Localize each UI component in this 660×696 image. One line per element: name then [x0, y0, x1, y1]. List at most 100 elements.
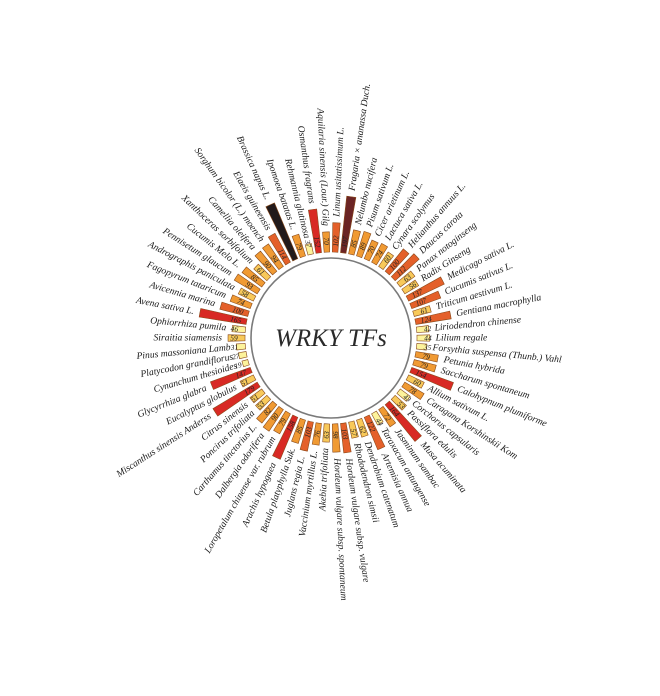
value-label-citrus-sinensis: 51 [249, 392, 260, 404]
value-label-allium-sativum-l: 60 [412, 377, 423, 389]
bar-corchorus-capsularis [396, 388, 411, 402]
bar-radix-ginseng [401, 279, 420, 295]
value-label-akebia-trifoliata: 63 [322, 431, 331, 439]
species-label-siraitia-siamensis: Siraitia siamensis [154, 333, 223, 344]
value-label-artemisia-annua: 122 [365, 419, 378, 433]
bar-forsythia-suspensa-thunb-vahl [415, 343, 428, 351]
value-label-triticum-aestivum-l: 61 [419, 305, 429, 316]
value-label-glycyrrhiza-glabra: 147 [234, 368, 248, 381]
value-label-lactuca-sativa-l: 74 [374, 248, 386, 259]
bar-panax-notoginseng [396, 270, 416, 288]
value-label-ophiorrhiza-pumila: 46 [230, 324, 239, 334]
bar-camellia-oleifera [254, 250, 278, 276]
value-label-saccharum-spontaneum: 79 [419, 360, 429, 371]
bar-juglans-regia-l [299, 420, 314, 452]
bar-platycodon-grandiflorus [238, 351, 248, 360]
species-label-linum-usitatissimum-l: Linum usitatissimum L. [331, 127, 346, 218]
value-label-rehmannia-glutinosa: 37 [303, 238, 314, 249]
value-label-hordeum-vulgare-subsp-spontaneum: 98 [331, 431, 340, 439]
bar-avicennia-marina [219, 301, 250, 317]
bar-petunia-hybrida [414, 351, 439, 363]
bar-caragana-korshinskii-kom [401, 381, 425, 400]
value-label-panax-notoginseng: 63 [402, 272, 414, 284]
bar-triticum-aestivum-l [412, 305, 432, 317]
bar-osmanthus-fragrans [308, 208, 322, 254]
bar-brassica-napus-l [265, 202, 299, 262]
bar-siraitia-siamensis [227, 334, 246, 342]
value-label-cicer-arietinum-l: 70 [366, 244, 377, 255]
bar-citrus-sinensis [249, 388, 266, 404]
value-label-cucumis-melo-l: 85 [249, 272, 261, 284]
value-label-lilium-regale: 44 [424, 334, 432, 343]
value-label-andrographis-paniculata: 58 [239, 288, 250, 300]
bar-pinus-massoniana-lamb [235, 343, 247, 351]
bar-poncirus-trifoliata [255, 394, 272, 411]
value-label-xanthoceras-sorbifolium: 61 [255, 265, 267, 277]
bar-hordeum-vulgare-subsp-vulgare [340, 422, 352, 454]
bar-vaccinium-myrtillus-l [311, 422, 322, 446]
value-label-pinus-massoniana-lamb: 31 [229, 342, 238, 352]
bar-rehmannia-glutinosa [304, 243, 314, 256]
value-label-sorghum-bicolor-l-moench: 94 [269, 253, 281, 264]
value-label-betula-platyphylla-suk: 85 [294, 424, 305, 434]
value-label-gentiana-macrophylla: 124 [420, 314, 433, 325]
value-label-arachis-hypogaea: 158 [284, 419, 297, 433]
value-label-radix-ginseng: 56 [407, 280, 418, 292]
value-label-vaccinium-myrtillus-l: 76 [312, 429, 322, 438]
bar-arachis-hypogaea [272, 414, 299, 460]
bar-passiflora-edulis [390, 394, 407, 411]
species-label-aquilaria-sinensis-lour-gilg: Aquilaria sinensis (Lour.) Gilg [315, 107, 332, 226]
value-label-avicennia-marina: 100 [231, 305, 244, 317]
value-label-liriodendron-chinense: 42 [423, 324, 432, 334]
bar-pisum-sativum-l [356, 231, 372, 259]
bar-helianthus-annuus-l [384, 248, 410, 276]
bar-cynanchum-thesioides [241, 359, 250, 368]
bar-elaeis-guineensis [267, 232, 291, 266]
bar-fragaria-ananassa-duch [340, 195, 357, 254]
value-label-nelumbo-nucifera: 85 [349, 239, 360, 249]
bar-allium-sativum-l [405, 374, 425, 389]
bar-group [198, 195, 454, 460]
value-label-caragana-korshinskii-kom: 78 [407, 385, 418, 397]
bar-jasminum-sambac [378, 405, 397, 428]
value-label-taraxacum-antungense: 44 [374, 417, 386, 428]
value-label-cynanchum-thesioides: 19 [233, 360, 243, 371]
value-label-carthamus-tinctorius-l: 82 [262, 405, 274, 417]
bar-liriodendron-chinense [415, 325, 430, 333]
bar-cucumis-sativus-l [409, 290, 442, 310]
value-label-juglans-regia-l: 103 [302, 426, 313, 439]
value-label-brassica-napus-l: 210 [284, 243, 297, 257]
bar-lactuca-sativa-l [371, 242, 389, 266]
bar-cucumis-melo-l [241, 266, 266, 288]
bar-nelumbo-nucifera [348, 229, 361, 256]
bar-xanthoceras-sorbifolium [253, 263, 272, 282]
bar-ipomoea-batatas-l [291, 233, 306, 259]
value-label-pennisetum-glaucum: 93 [244, 280, 255, 292]
value-label-fragaria-ananassa-duch: 197 [340, 236, 351, 249]
bar-carthamus-tinctorius-l [256, 400, 278, 424]
bar-gentiana-macrophylla [414, 310, 452, 325]
value-label-avena-sativa-l: 165 [229, 314, 242, 325]
bar-hordeum-vulgare-subsp-spontaneum [332, 423, 341, 453]
value-label-calohypnum-plumiforme: 154 [414, 368, 428, 381]
value-label-cynara-scolymus: 60 [381, 253, 393, 264]
bar-betula-platyphylla-suk [291, 417, 306, 444]
value-label-passiflora-edulis: 53 [395, 399, 407, 411]
bar-glycyrrhiza-glabra [209, 366, 253, 390]
bar-aquilaria-sinensis-lour-gilg [322, 231, 330, 253]
value-label-corchorus-capsularis: 43 [402, 392, 414, 404]
species-label-lilium-regale: Lilium regale [435, 333, 488, 344]
value-label-pisum-sativum-l: 89 [357, 241, 368, 251]
center-circle [250, 257, 412, 419]
bar-fagopyrum-tataricum [229, 294, 253, 310]
species-label-miscanthus-sinensis-anderss: Miscanthus sinensis Anderss [114, 411, 214, 480]
value-label-rhododendron-simsii: 57 [349, 428, 360, 438]
bar-linum-usitatissimum-l [332, 222, 341, 253]
value-label-platycodon-grandiflorus: 27 [231, 351, 240, 361]
value-label-eucalyptus-globulus: 51 [239, 377, 250, 388]
value-label-cucumis-sativus-l: 107 [414, 296, 428, 309]
bar-ophiorrhiza-pumila [231, 325, 247, 333]
bar-miscanthus-sinensis-anderss [212, 381, 261, 417]
bar-akebia-trifoliata [322, 423, 330, 443]
